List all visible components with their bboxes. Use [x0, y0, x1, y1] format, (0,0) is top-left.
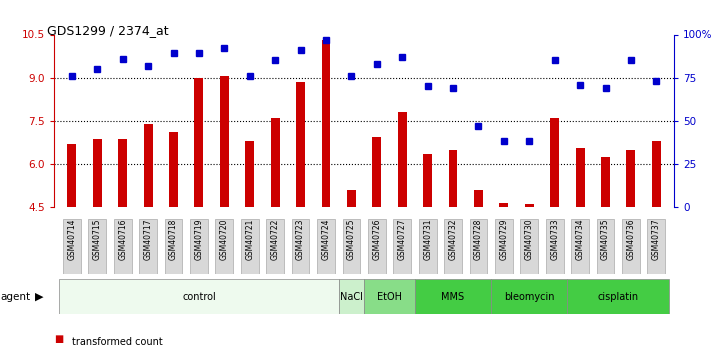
- Text: GSM40733: GSM40733: [550, 219, 559, 260]
- Text: GSM40715: GSM40715: [93, 219, 102, 260]
- Text: GSM40725: GSM40725: [347, 219, 356, 260]
- Bar: [550, 118, 559, 207]
- Text: GSM40714: GSM40714: [67, 219, 76, 260]
- FancyBboxPatch shape: [364, 279, 415, 314]
- FancyBboxPatch shape: [139, 219, 157, 274]
- FancyBboxPatch shape: [216, 219, 233, 274]
- Text: GSM40717: GSM40717: [143, 219, 153, 260]
- FancyBboxPatch shape: [164, 219, 182, 274]
- Text: GSM40727: GSM40727: [398, 219, 407, 260]
- FancyBboxPatch shape: [394, 219, 411, 274]
- FancyBboxPatch shape: [495, 219, 513, 274]
- Bar: [169, 132, 178, 207]
- Text: GSM40737: GSM40737: [652, 219, 661, 260]
- Text: ■: ■: [54, 334, 63, 344]
- Text: MMS: MMS: [441, 292, 464, 302]
- Text: GSM40736: GSM40736: [627, 219, 635, 260]
- Bar: [270, 118, 280, 207]
- Text: ▶: ▶: [35, 292, 43, 302]
- Text: agent: agent: [1, 292, 31, 302]
- Bar: [68, 144, 76, 207]
- Text: GSM40728: GSM40728: [474, 219, 483, 260]
- Text: GDS1299 / 2374_at: GDS1299 / 2374_at: [47, 24, 169, 37]
- Text: GSM40718: GSM40718: [169, 219, 178, 260]
- FancyBboxPatch shape: [266, 219, 284, 274]
- FancyBboxPatch shape: [292, 219, 309, 274]
- FancyBboxPatch shape: [567, 279, 669, 314]
- FancyBboxPatch shape: [469, 219, 487, 274]
- Bar: [423, 154, 432, 207]
- Text: EtOH: EtOH: [377, 292, 402, 302]
- Bar: [372, 137, 381, 207]
- Text: GSM40722: GSM40722: [270, 219, 280, 260]
- Bar: [627, 149, 635, 207]
- Text: cisplatin: cisplatin: [598, 292, 639, 302]
- Text: GSM40724: GSM40724: [322, 219, 330, 260]
- Bar: [398, 112, 407, 207]
- Text: transformed count: transformed count: [72, 337, 163, 345]
- FancyBboxPatch shape: [241, 219, 259, 274]
- Bar: [322, 40, 330, 207]
- Text: GSM40716: GSM40716: [118, 219, 127, 260]
- Bar: [448, 149, 458, 207]
- FancyBboxPatch shape: [647, 219, 665, 274]
- FancyBboxPatch shape: [491, 279, 567, 314]
- Text: GSM40720: GSM40720: [220, 219, 229, 260]
- Text: bleomycin: bleomycin: [504, 292, 554, 302]
- Text: GSM40719: GSM40719: [195, 219, 203, 260]
- Text: control: control: [182, 292, 216, 302]
- FancyBboxPatch shape: [342, 219, 360, 274]
- Bar: [93, 139, 102, 207]
- Bar: [195, 78, 203, 207]
- FancyBboxPatch shape: [317, 219, 335, 274]
- Bar: [118, 139, 127, 207]
- FancyBboxPatch shape: [339, 279, 364, 314]
- FancyBboxPatch shape: [596, 219, 614, 274]
- Bar: [474, 190, 483, 207]
- Bar: [601, 157, 610, 207]
- Text: GSM40731: GSM40731: [423, 219, 432, 260]
- FancyBboxPatch shape: [419, 219, 436, 274]
- FancyBboxPatch shape: [444, 219, 462, 274]
- Text: GSM40734: GSM40734: [575, 219, 585, 260]
- Text: GSM40721: GSM40721: [245, 219, 255, 260]
- Text: GSM40732: GSM40732: [448, 219, 458, 260]
- FancyBboxPatch shape: [571, 219, 589, 274]
- Bar: [347, 190, 356, 207]
- Bar: [245, 141, 255, 207]
- Text: NaCl: NaCl: [340, 292, 363, 302]
- Text: GSM40723: GSM40723: [296, 219, 305, 260]
- Text: GSM40730: GSM40730: [525, 219, 534, 260]
- Bar: [652, 141, 660, 207]
- FancyBboxPatch shape: [114, 219, 131, 274]
- Text: GSM40735: GSM40735: [601, 219, 610, 260]
- Bar: [296, 82, 305, 207]
- Bar: [220, 76, 229, 207]
- Text: GSM40726: GSM40726: [372, 219, 381, 260]
- Text: GSM40729: GSM40729: [500, 219, 508, 260]
- FancyBboxPatch shape: [622, 219, 640, 274]
- FancyBboxPatch shape: [59, 279, 339, 314]
- FancyBboxPatch shape: [546, 219, 564, 274]
- Bar: [525, 204, 534, 207]
- FancyBboxPatch shape: [63, 219, 81, 274]
- FancyBboxPatch shape: [368, 219, 386, 274]
- FancyBboxPatch shape: [190, 219, 208, 274]
- FancyBboxPatch shape: [89, 219, 106, 274]
- FancyBboxPatch shape: [521, 219, 538, 274]
- Bar: [500, 203, 508, 207]
- Bar: [575, 148, 585, 207]
- FancyBboxPatch shape: [415, 279, 491, 314]
- Bar: [143, 124, 153, 207]
